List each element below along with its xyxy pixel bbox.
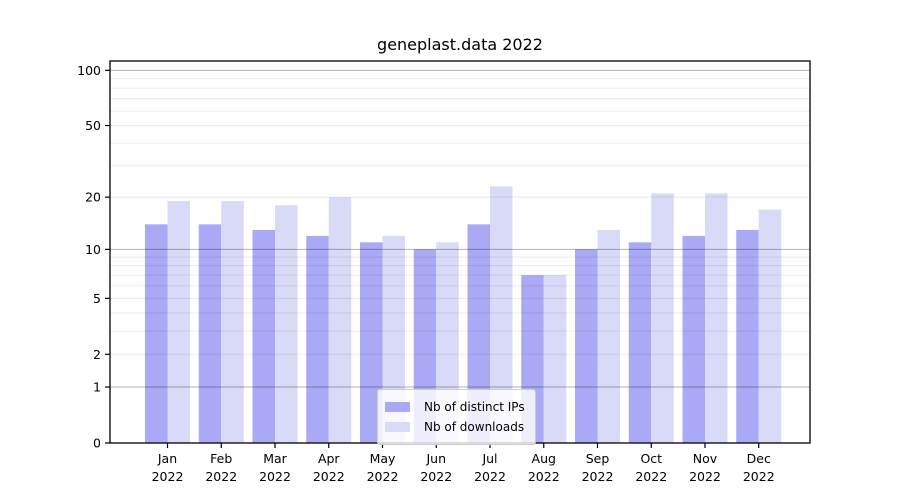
bar-distinct-ips-feb <box>198 224 222 443</box>
x-tick-label-month-apr: Apr <box>318 451 340 466</box>
bar-distinct-ips-dec <box>736 229 759 443</box>
bar-downloads-mar <box>275 205 298 443</box>
y-tick-label-10: 10 <box>85 242 101 257</box>
x-tick-label-year-mar: 2022 <box>259 469 291 484</box>
x-tick-label-year-oct: 2022 <box>635 469 667 484</box>
x-tick-label-month-mar: Mar <box>263 451 287 466</box>
x-tick-label-year-may: 2022 <box>367 469 399 484</box>
y-tick-label-5: 5 <box>93 291 101 306</box>
x-tick-label-month-jul: Jul <box>481 451 497 466</box>
bar-distinct-ips-jan <box>145 224 168 443</box>
chart-title: geneplast.data 2022 <box>377 35 543 54</box>
x-tick-label-year-nov: 2022 <box>689 469 721 484</box>
x-tick-label-month-sep: Sep <box>586 451 610 466</box>
bar-downloads-apr <box>328 197 352 443</box>
y-tick-label-100: 100 <box>77 63 101 78</box>
legend: Nb of distinct IPs Nb of downloads <box>377 389 536 445</box>
bar-downloads-sep <box>597 229 620 443</box>
bar-downloads-jul <box>490 186 513 443</box>
bar-downloads-dec <box>758 209 782 443</box>
y-tick-label-2: 2 <box>93 347 101 362</box>
x-tick-label-year-apr: 2022 <box>313 469 345 484</box>
x-tick-label-year-aug: 2022 <box>528 469 560 484</box>
x-tick-label-year-feb: 2022 <box>205 469 237 484</box>
x-tick-label-month-nov: Nov <box>693 451 718 466</box>
legend-label-downloads: Nb of downloads <box>424 419 525 434</box>
bar-distinct-ips-oct <box>628 242 652 443</box>
x-tick-label-month-jun: Jun <box>425 451 446 466</box>
bar-downloads-feb <box>221 201 244 443</box>
legend-label-distinct-ips: Nb of distinct IPs <box>424 399 525 414</box>
x-tick-label-month-feb: Feb <box>210 451 232 466</box>
x-tick-label-year-sep: 2022 <box>582 469 614 484</box>
x-tick-label-month-jan: Jan <box>157 451 177 466</box>
bar-distinct-ips-nov <box>682 235 705 443</box>
x-tick-label-month-aug: Aug <box>532 451 556 466</box>
bar-downloads-oct <box>651 193 674 443</box>
bar-distinct-ips-may <box>360 242 383 443</box>
y-tick-label-20: 20 <box>85 190 101 205</box>
x-tick-label-year-jun: 2022 <box>420 469 452 484</box>
x-tick-label-year-jan: 2022 <box>152 469 184 484</box>
bar-distinct-ips-apr <box>306 235 329 443</box>
legend-item-downloads: Nb of downloads <box>385 418 525 435</box>
x-tick-label-year-dec: 2022 <box>743 469 775 484</box>
x-tick-label-month-oct: Oct <box>640 451 662 466</box>
y-tick-label-50: 50 <box>85 118 101 133</box>
x-tick-label-month-dec: Dec <box>747 451 771 466</box>
y-tick-label-0: 0 <box>93 436 101 451</box>
bar-downloads-nov <box>705 193 728 443</box>
y-tick-label-1: 1 <box>93 380 101 395</box>
bar-downloads-aug <box>543 275 567 443</box>
legend-swatch-downloads <box>385 421 410 432</box>
legend-swatch-distinct-ips <box>385 401 410 412</box>
bar-distinct-ips-mar <box>252 229 275 443</box>
x-tick-label-year-jul: 2022 <box>474 469 506 484</box>
legend-item-distinct-ips: Nb of distinct IPs <box>385 398 525 415</box>
x-tick-label-month-may: May <box>370 451 396 466</box>
bar-downloads-jan <box>167 201 190 443</box>
bar-distinct-ips-sep <box>575 249 598 443</box>
bar-distinct-ips-jul <box>467 224 490 443</box>
